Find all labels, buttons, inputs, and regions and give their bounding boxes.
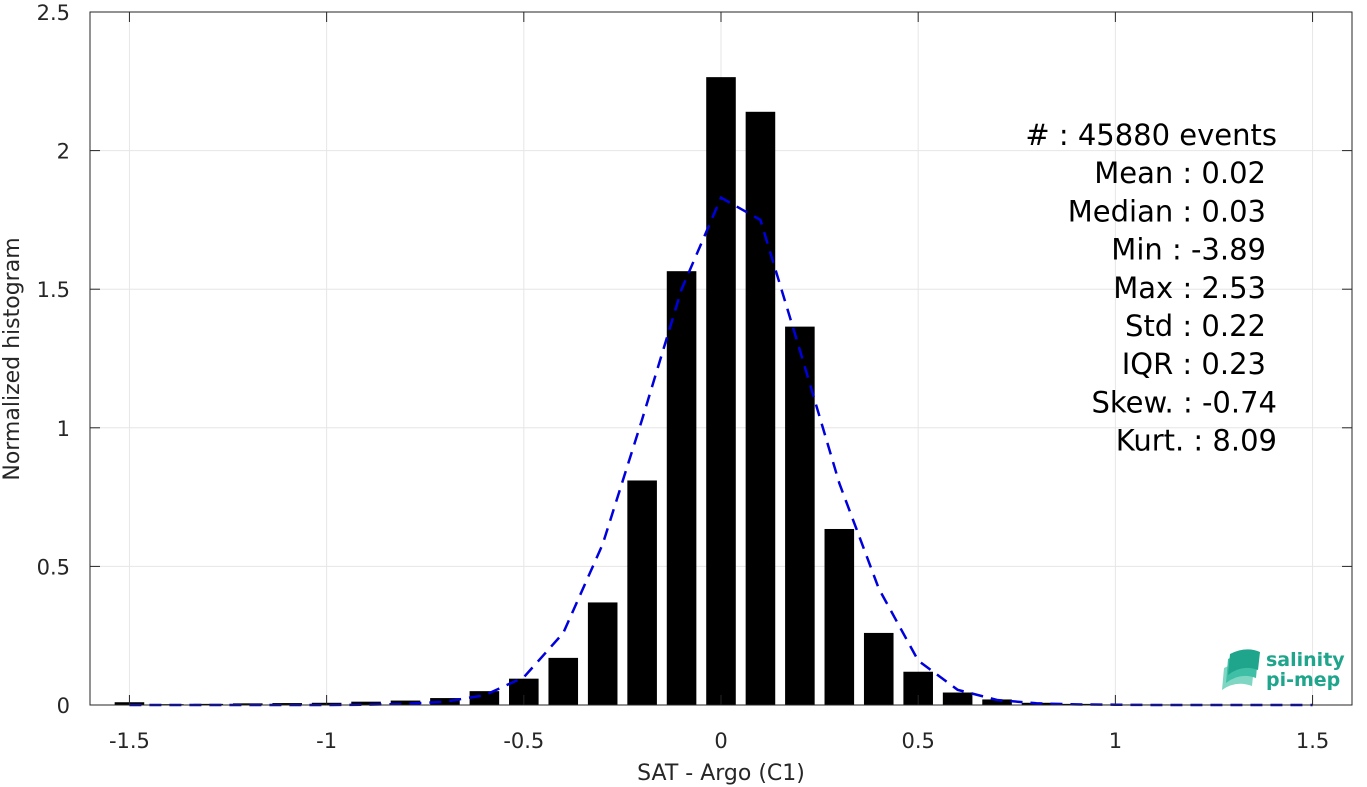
logo-line1: salinity [1266, 649, 1345, 671]
bar [272, 703, 302, 705]
x-tick-label: 0.5 [901, 729, 934, 753]
y-axis-label: Normalized histogram [0, 237, 25, 480]
statistics-box: # : 45880 events Mean : 0.02 Median : 0.03… [1025, 118, 1277, 458]
y-tick-label: 1.5 [37, 278, 70, 302]
histogram-bars [114, 77, 1328, 706]
bar [587, 602, 618, 705]
bar [351, 701, 381, 705]
stat-line: Max : 2.53 [1113, 271, 1266, 305]
x-tick-label: 1.5 [1296, 729, 1329, 753]
y-tick-label: 2 [57, 140, 70, 164]
stat-line: Std : 0.22 [1125, 309, 1266, 343]
logo-line2: pi-mep [1266, 669, 1340, 691]
x-tick-labels: -1.5 -1 -0.5 0 0.5 1 1.5 [109, 729, 1329, 753]
bar [627, 480, 657, 705]
bar [706, 77, 736, 706]
bar [548, 657, 579, 705]
y-tick-label: 0.5 [37, 555, 70, 579]
bar [430, 698, 460, 705]
bar [666, 271, 697, 705]
x-tick-label: -1.5 [109, 729, 150, 753]
stat-line: Kurt. : 8.09 [1116, 424, 1277, 458]
bar [390, 700, 421, 705]
x-tick-label: -0.5 [503, 729, 544, 753]
bar [745, 111, 776, 706]
x-tick-label: -1 [316, 729, 337, 753]
bar [942, 692, 973, 705]
bar [193, 703, 224, 705]
stat-line: Mean : 0.02 [1094, 156, 1266, 190]
stat-line: Median : 0.03 [1068, 194, 1266, 228]
stat-line: Min : -3.89 [1111, 233, 1266, 267]
axis-ticks [90, 11, 1352, 706]
bar [982, 699, 1012, 705]
bar [232, 703, 263, 705]
bar [824, 528, 855, 705]
y-tick-labels: 0 0.5 1 1.5 2 2.5 [37, 1, 70, 718]
x-tick-label: 1 [1109, 729, 1122, 753]
bar [785, 326, 815, 705]
logo-waves-icon [1222, 649, 1260, 690]
y-tick-label: 2.5 [37, 1, 70, 25]
stat-line: # : 45880 events [1025, 118, 1277, 152]
y-tick-label: 1 [57, 417, 70, 441]
stat-line: IQR : 0.23 [1122, 347, 1266, 381]
stat-line: Skew. : -0.74 [1091, 385, 1277, 419]
x-tick-label: 0 [714, 729, 727, 753]
y-tick-label: 0 [57, 694, 70, 718]
salinity-pi-mep-logo: salinity pi-mep [1222, 649, 1345, 691]
x-axis-label: SAT - Argo (C1) [637, 761, 805, 786]
bar [863, 632, 894, 705]
bar [469, 691, 500, 705]
